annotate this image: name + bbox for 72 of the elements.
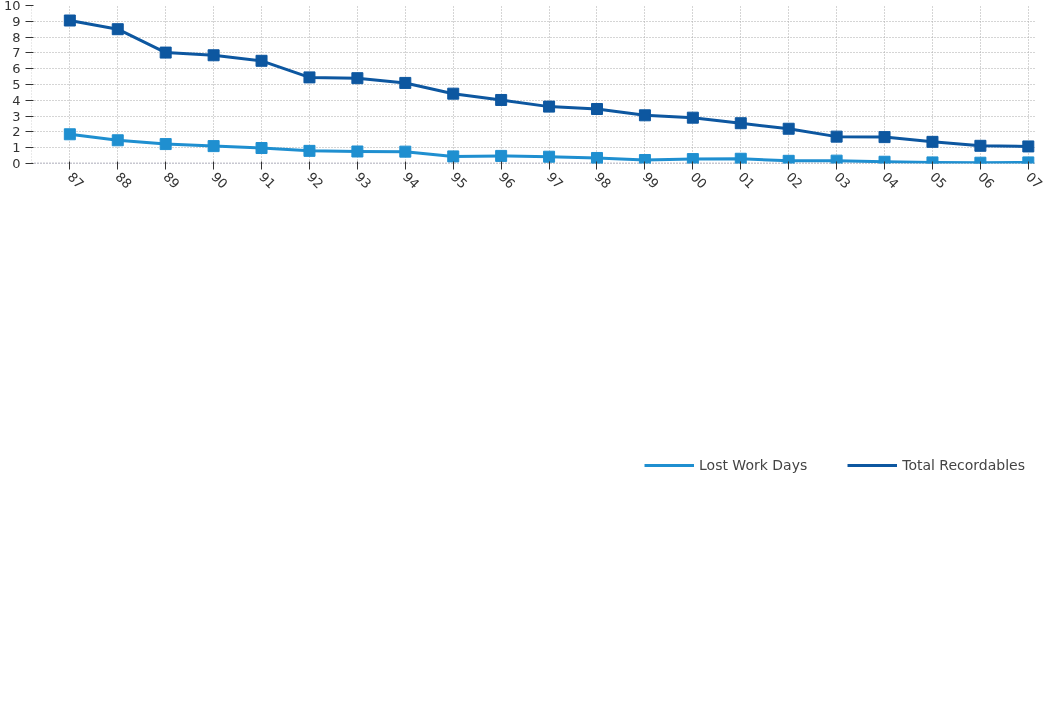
y-tick-label: 9 bbox=[12, 13, 21, 29]
point bbox=[830, 154, 843, 164]
x-tick-label: 94 bbox=[400, 169, 423, 192]
y-tick-label: 6 bbox=[12, 61, 21, 77]
x-tick-label: 92 bbox=[304, 169, 327, 192]
y-tick-label: 4 bbox=[12, 92, 21, 108]
point bbox=[207, 140, 220, 153]
point bbox=[878, 131, 891, 144]
point bbox=[782, 122, 795, 135]
point bbox=[926, 135, 939, 148]
point bbox=[111, 23, 124, 36]
x-tick-label: 06 bbox=[975, 169, 998, 192]
point bbox=[830, 130, 843, 143]
point bbox=[782, 154, 795, 164]
x-tick-label: 02 bbox=[783, 169, 806, 192]
x-tick-label: 04 bbox=[879, 169, 902, 192]
legend-label: Total Recordables bbox=[902, 457, 1025, 473]
x-tick-label: 89 bbox=[160, 169, 183, 192]
x-tick-label: 03 bbox=[831, 169, 854, 192]
point bbox=[303, 144, 316, 157]
point bbox=[447, 150, 460, 163]
point bbox=[207, 49, 220, 62]
y-tick-label: 0 bbox=[12, 156, 21, 171]
y-tick-label: 7 bbox=[12, 45, 21, 61]
x-tick-label: 05 bbox=[927, 169, 950, 192]
x-tick-label: 98 bbox=[591, 169, 615, 192]
point bbox=[638, 154, 651, 164]
y-tick-label: 10 bbox=[3, 0, 21, 13]
y-tick-label: 8 bbox=[12, 29, 21, 45]
x-tick-label: 90 bbox=[208, 169, 231, 192]
legend-label: Lost Work Days bbox=[699, 457, 808, 473]
y-tick-label: 1 bbox=[12, 140, 21, 156]
point bbox=[495, 93, 508, 106]
point bbox=[638, 109, 651, 122]
x-tick-label: 93 bbox=[352, 169, 375, 192]
x-tick-label: 99 bbox=[639, 169, 662, 192]
x-tick-label: 01 bbox=[735, 169, 758, 192]
point bbox=[351, 145, 364, 158]
point bbox=[255, 54, 268, 67]
x-tick-label: 91 bbox=[256, 169, 279, 192]
x-tick-label: 97 bbox=[543, 169, 567, 192]
point bbox=[591, 102, 603, 115]
point bbox=[447, 87, 460, 100]
point bbox=[255, 142, 268, 155]
x-tick-label: 87 bbox=[64, 169, 87, 192]
point bbox=[686, 153, 699, 164]
point bbox=[63, 14, 76, 27]
point bbox=[159, 138, 172, 151]
point bbox=[159, 46, 172, 59]
point bbox=[111, 134, 124, 147]
point bbox=[591, 151, 603, 164]
point bbox=[734, 152, 747, 164]
x-tick-label: 88 bbox=[112, 169, 135, 192]
point bbox=[974, 139, 987, 152]
y-tick-label: 5 bbox=[12, 77, 21, 92]
point bbox=[543, 100, 556, 113]
point bbox=[734, 117, 747, 130]
x-tick-label: 96 bbox=[495, 169, 519, 192]
y-tick-label: 2 bbox=[12, 124, 21, 140]
point bbox=[303, 71, 316, 84]
x-tick-label: 07 bbox=[1023, 169, 1046, 192]
point bbox=[63, 128, 76, 141]
point bbox=[1022, 140, 1035, 153]
x-tick-label: 95 bbox=[447, 169, 471, 192]
point bbox=[495, 149, 508, 162]
point bbox=[399, 76, 412, 89]
x-tick-label: 00 bbox=[687, 169, 710, 192]
point bbox=[543, 150, 556, 163]
y-tick-label: 3 bbox=[12, 108, 21, 124]
point bbox=[686, 111, 699, 124]
point bbox=[351, 72, 364, 85]
point bbox=[399, 145, 412, 158]
